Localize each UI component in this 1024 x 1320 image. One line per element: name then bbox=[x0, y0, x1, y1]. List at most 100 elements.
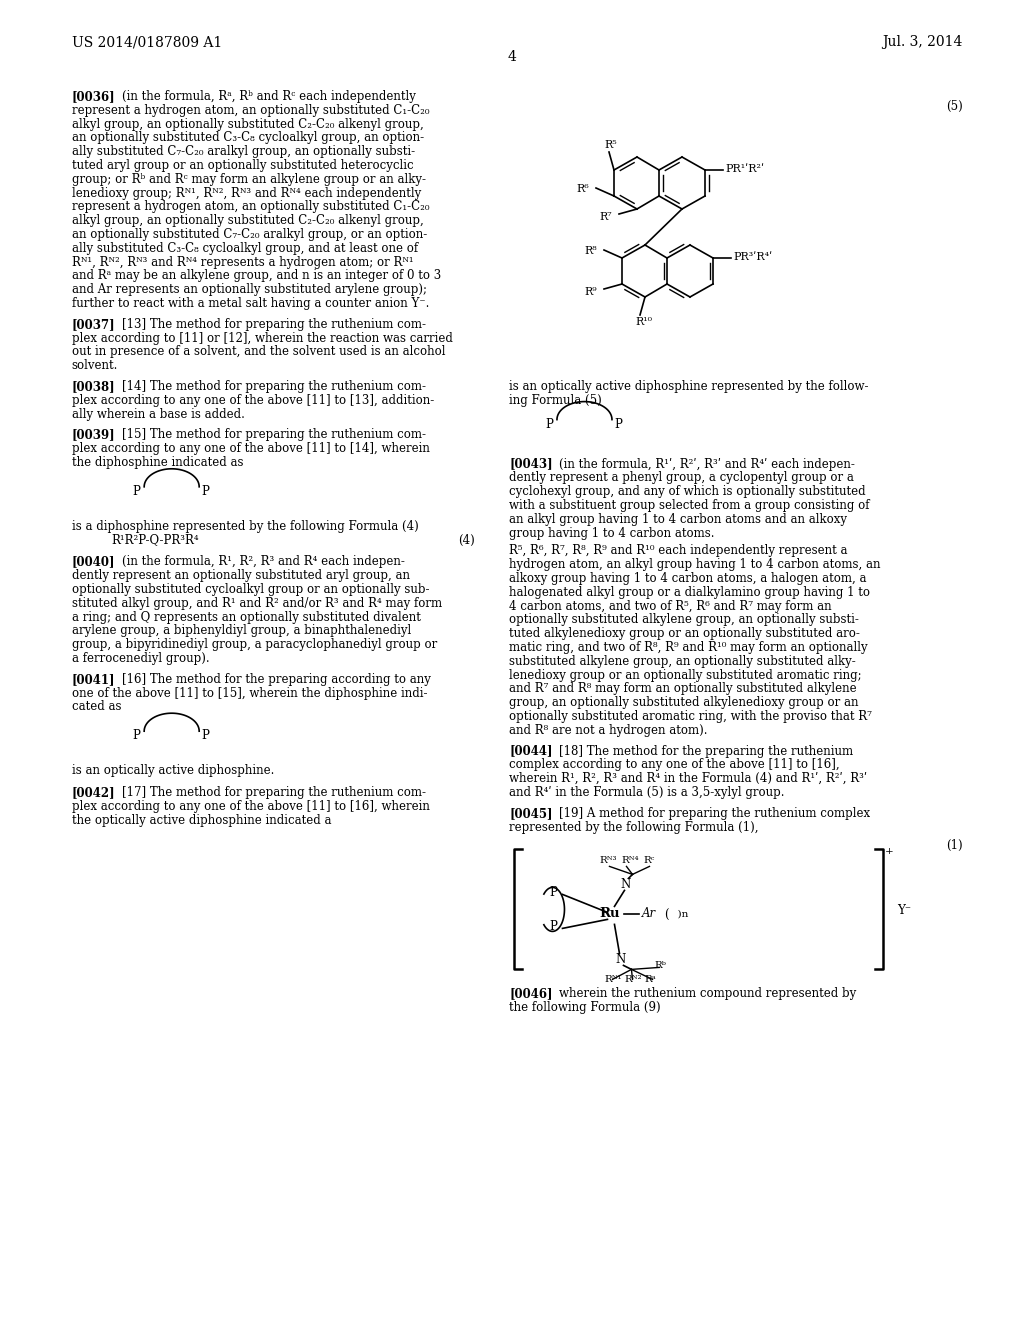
Text: Rᵃ: Rᵃ bbox=[644, 975, 656, 985]
Text: [19] A method for preparing the ruthenium complex: [19] A method for preparing the rutheniu… bbox=[559, 807, 870, 820]
Text: plex according to [11] or [12], wherein the reaction was carried: plex according to [11] or [12], wherein … bbox=[72, 331, 453, 345]
Text: ally wherein a base is added.: ally wherein a base is added. bbox=[72, 408, 245, 421]
Text: R⁵: R⁵ bbox=[604, 140, 616, 150]
Text: the following Formula (9): the following Formula (9) bbox=[510, 1001, 662, 1014]
Text: an optionally substituted C₃-C₈ cycloalkyl group, an option-: an optionally substituted C₃-C₈ cycloalk… bbox=[72, 132, 424, 144]
Text: (: ( bbox=[665, 909, 669, 923]
Text: [16] The method for the preparing according to any: [16] The method for the preparing accord… bbox=[122, 673, 430, 686]
Text: alkyl group, an optionally substituted C₂-C₂₀ alkenyl group,: alkyl group, an optionally substituted C… bbox=[72, 117, 424, 131]
Text: further to react with a metal salt having a counter anion Y⁻.: further to react with a metal salt havin… bbox=[72, 297, 429, 310]
Text: [0040]: [0040] bbox=[72, 556, 115, 569]
Text: tuted aryl group or an optionally substituted heterocyclic: tuted aryl group or an optionally substi… bbox=[72, 158, 414, 172]
Text: group, an optionally substituted alkylenedioxy group or an: group, an optionally substituted alkylen… bbox=[510, 696, 859, 709]
Text: alkoxy group having 1 to 4 carbon atoms, a halogen atom, a: alkoxy group having 1 to 4 carbon atoms,… bbox=[510, 572, 867, 585]
Text: (4): (4) bbox=[458, 533, 474, 546]
Text: plex according to any one of the above [11] to [14], wherein: plex according to any one of the above [… bbox=[72, 442, 429, 455]
Text: cyclohexyl group, and any of which is optionally substituted: cyclohexyl group, and any of which is op… bbox=[510, 486, 866, 498]
Text: [14] The method for preparing the ruthenium com-: [14] The method for preparing the ruthen… bbox=[122, 380, 426, 393]
Text: (in the formula, Rᵃ, Rᵇ and Rᶜ each independently: (in the formula, Rᵃ, Rᵇ and Rᶜ each inde… bbox=[122, 90, 416, 103]
Text: [0046]: [0046] bbox=[510, 987, 553, 1001]
Text: ing Formula (5): ing Formula (5) bbox=[510, 393, 602, 407]
Text: Rᴺ¹: Rᴺ¹ bbox=[604, 975, 623, 985]
Text: matic ring, and two of R⁸, R⁹ and R¹⁰ may form an optionally: matic ring, and two of R⁸, R⁹ and R¹⁰ ma… bbox=[510, 642, 868, 653]
Text: Ru: Ru bbox=[599, 907, 620, 920]
Text: is an optically active diphosphine represented by the follow-: is an optically active diphosphine repre… bbox=[510, 380, 869, 393]
Text: and R⁸ are not a hydrogen atom).: and R⁸ are not a hydrogen atom). bbox=[510, 723, 708, 737]
Text: plex according to any one of the above [11] to [16], wherein: plex according to any one of the above [… bbox=[72, 800, 429, 813]
Text: 4 carbon atoms, and two of R⁵, R⁶ and R⁷ may form an: 4 carbon atoms, and two of R⁵, R⁶ and R⁷… bbox=[510, 599, 833, 612]
Text: R⁹: R⁹ bbox=[584, 286, 597, 297]
Text: ally substituted C₇-C₂₀ aralkyl group, an optionally substi-: ally substituted C₇-C₂₀ aralkyl group, a… bbox=[72, 145, 415, 158]
Text: and R⁷ and R⁸ may form an optionally substituted alkylene: and R⁷ and R⁸ may form an optionally sub… bbox=[510, 682, 857, 696]
Text: R⁸: R⁸ bbox=[584, 246, 597, 256]
Text: alkyl group, an optionally substituted C₂-C₂₀ alkenyl group,: alkyl group, an optionally substituted C… bbox=[72, 214, 424, 227]
Text: P: P bbox=[550, 920, 557, 933]
Text: represent a hydrogen atom, an optionally substituted C₁-C₂₀: represent a hydrogen atom, an optionally… bbox=[72, 104, 429, 116]
Text: P: P bbox=[614, 417, 622, 430]
Text: an optionally substituted C₇-C₂₀ aralkyl group, or an option-: an optionally substituted C₇-C₂₀ aralkyl… bbox=[72, 228, 427, 242]
Text: PR¹ʹR²ʹ: PR¹ʹR²ʹ bbox=[725, 164, 764, 174]
Text: optionally substituted aromatic ring, with the proviso that R⁷: optionally substituted aromatic ring, wi… bbox=[510, 710, 872, 723]
Text: wherein R¹, R², R³ and R⁴ in the Formula (4) and R¹ʹ, R²ʹ, R³ʹ: wherein R¹, R², R³ and R⁴ in the Formula… bbox=[510, 772, 867, 785]
Text: Rᵇ: Rᵇ bbox=[654, 961, 667, 970]
Text: (in the formula, R¹ʹ, R²ʹ, R³ʹ and R⁴ʹ each indepen-: (in the formula, R¹ʹ, R²ʹ, R³ʹ and R⁴ʹ e… bbox=[559, 458, 855, 471]
Text: 4: 4 bbox=[508, 50, 516, 63]
Text: arylene group, a biphenyldiyl group, a binaphthalenediyl: arylene group, a biphenyldiyl group, a b… bbox=[72, 624, 411, 638]
Text: is an optically active diphosphine.: is an optically active diphosphine. bbox=[72, 764, 274, 777]
Text: R⁷: R⁷ bbox=[599, 213, 611, 222]
Text: Rᴺ³: Rᴺ³ bbox=[599, 857, 617, 866]
Text: with a substituent group selected from a group consisting of: with a substituent group selected from a… bbox=[510, 499, 870, 512]
Text: a ring; and Q represents an optionally substituted divalent: a ring; and Q represents an optionally s… bbox=[72, 611, 421, 623]
Text: R⁵, R⁶, R⁷, R⁸, R⁹ and R¹⁰ each independently represent a: R⁵, R⁶, R⁷, R⁸, R⁹ and R¹⁰ each independ… bbox=[510, 544, 848, 557]
Text: [15] The method for preparing the ruthenium com-: [15] The method for preparing the ruthen… bbox=[122, 429, 426, 441]
Text: P: P bbox=[201, 729, 209, 742]
Text: optionally substituted cycloalkyl group or an optionally sub-: optionally substituted cycloalkyl group … bbox=[72, 583, 429, 597]
Text: P: P bbox=[132, 729, 140, 742]
Text: Rᴺ¹, Rᴺ², Rᴺ³ and Rᴺ⁴ represents a hydrogen atom; or Rᴺ¹: Rᴺ¹, Rᴺ², Rᴺ³ and Rᴺ⁴ represents a hydro… bbox=[72, 256, 414, 268]
Text: [13] The method for preparing the ruthenium com-: [13] The method for preparing the ruthen… bbox=[122, 318, 426, 331]
Text: tuted alkylenedioxy group or an optionally substituted aro-: tuted alkylenedioxy group or an optional… bbox=[510, 627, 860, 640]
Text: [0037]: [0037] bbox=[72, 318, 116, 331]
Text: ally substituted C₃-C₈ cycloalkyl group, and at least one of: ally substituted C₃-C₈ cycloalkyl group,… bbox=[72, 242, 418, 255]
Text: an alkyl group having 1 to 4 carbon atoms and an alkoxy: an alkyl group having 1 to 4 carbon atom… bbox=[510, 512, 848, 525]
Text: dently represent a phenyl group, a cyclopentyl group or a: dently represent a phenyl group, a cyclo… bbox=[510, 471, 854, 484]
Text: cated as: cated as bbox=[72, 701, 121, 713]
Text: Y⁻: Y⁻ bbox=[898, 904, 911, 917]
Text: is a diphosphine represented by the following Formula (4): is a diphosphine represented by the foll… bbox=[72, 520, 419, 533]
Text: [0043]: [0043] bbox=[510, 458, 553, 471]
Text: and Ar represents an optionally substituted arylene group);: and Ar represents an optionally substitu… bbox=[72, 284, 427, 296]
Text: optionally substituted alkylene group, an optionally substi-: optionally substituted alkylene group, a… bbox=[510, 614, 859, 627]
Text: Ar: Ar bbox=[641, 907, 655, 920]
Text: P: P bbox=[201, 484, 209, 498]
Text: PR³ʹR⁴ʹ: PR³ʹR⁴ʹ bbox=[733, 252, 772, 261]
Text: P: P bbox=[132, 484, 140, 498]
Text: group; or Rᵇ and Rᶜ may form an alkylene group or an alky-: group; or Rᵇ and Rᶜ may form an alkylene… bbox=[72, 173, 426, 186]
Text: R⁶: R⁶ bbox=[575, 183, 589, 194]
Text: substituted alkylene group, an optionally substituted alky-: substituted alkylene group, an optionall… bbox=[510, 655, 856, 668]
Text: [0041]: [0041] bbox=[72, 673, 115, 686]
Text: [0038]: [0038] bbox=[72, 380, 116, 393]
Text: US 2014/0187809 A1: US 2014/0187809 A1 bbox=[72, 36, 222, 49]
Text: N: N bbox=[615, 953, 626, 966]
Text: Jul. 3, 2014: Jul. 3, 2014 bbox=[883, 36, 963, 49]
Text: out in presence of a solvent, and the solvent used is an alcohol: out in presence of a solvent, and the so… bbox=[72, 346, 445, 359]
Text: +: + bbox=[885, 847, 893, 857]
Text: (in the formula, R¹, R², R³ and R⁴ each indepen-: (in the formula, R¹, R², R³ and R⁴ each … bbox=[122, 556, 404, 569]
Text: R¹⁰: R¹⁰ bbox=[635, 317, 652, 327]
Text: solvent.: solvent. bbox=[72, 359, 118, 372]
Text: and R⁴ʹ in the Formula (5) is a 3,5-xylyl group.: and R⁴ʹ in the Formula (5) is a 3,5-xyly… bbox=[510, 785, 785, 799]
Text: Rᶜ: Rᶜ bbox=[643, 857, 654, 866]
Text: )n: )n bbox=[672, 909, 689, 919]
Text: the optically active diphosphine indicated a: the optically active diphosphine indicat… bbox=[72, 813, 331, 826]
Text: the diphosphine indicated as: the diphosphine indicated as bbox=[72, 455, 243, 469]
Text: (1): (1) bbox=[946, 840, 963, 853]
Text: [0042]: [0042] bbox=[72, 785, 116, 799]
Text: P: P bbox=[545, 417, 553, 430]
Text: group, a bipyridinediyl group, a paracyclophanediyl group or: group, a bipyridinediyl group, a paracyc… bbox=[72, 638, 437, 651]
Text: halogenated alkyl group or a dialkylamino group having 1 to: halogenated alkyl group or a dialkylamin… bbox=[510, 586, 870, 599]
Text: [0044]: [0044] bbox=[510, 744, 553, 758]
Text: (5): (5) bbox=[946, 100, 963, 114]
Text: represented by the following Formula (1),: represented by the following Formula (1)… bbox=[510, 821, 759, 834]
Text: P: P bbox=[550, 887, 557, 899]
Text: [17] The method for preparing the ruthenium com-: [17] The method for preparing the ruthen… bbox=[122, 785, 426, 799]
